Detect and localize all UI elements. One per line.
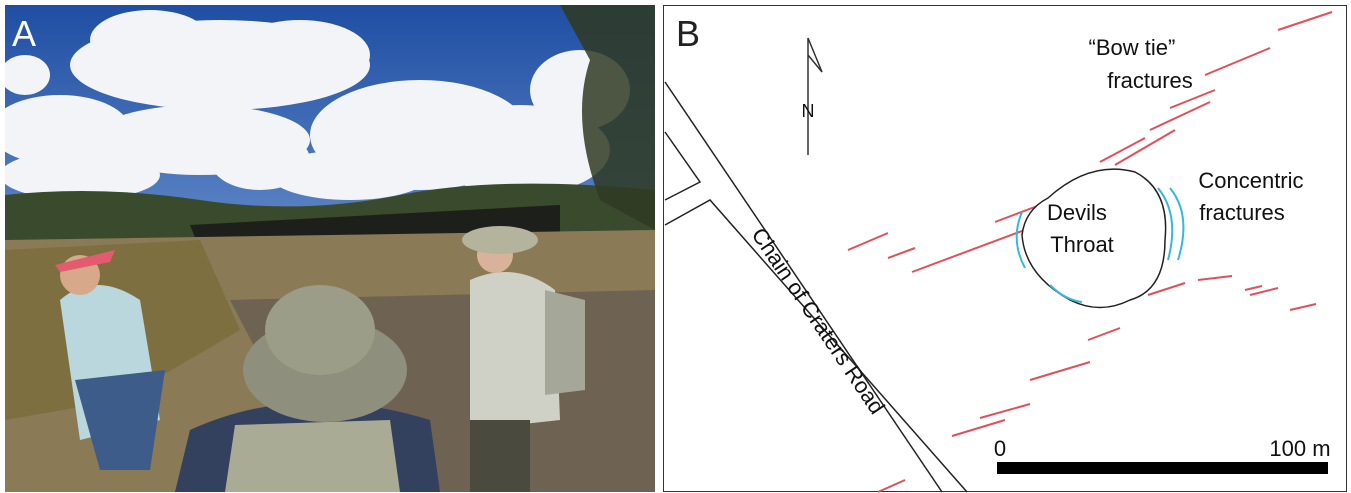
panel-label: B [676,13,700,54]
scale-start-label: 0 [994,436,1006,461]
concentric-label-line: Concentric [1198,168,1303,193]
crater-label-line: Throat [1050,232,1114,257]
bow-tie-label-line: “Bow tie” [1089,35,1176,60]
figure: A B Chain of Craters Road N Devils Throa… [0,0,1351,493]
concentric-label-line: fractures [1199,200,1285,225]
panel-label: A [12,13,36,54]
bow-tie-label-line: fractures [1107,68,1193,93]
scale-end-label: 100 m [1269,436,1330,461]
north-label: N [802,101,815,121]
photo [0,5,655,492]
crater-label-line: Devils [1047,200,1107,225]
